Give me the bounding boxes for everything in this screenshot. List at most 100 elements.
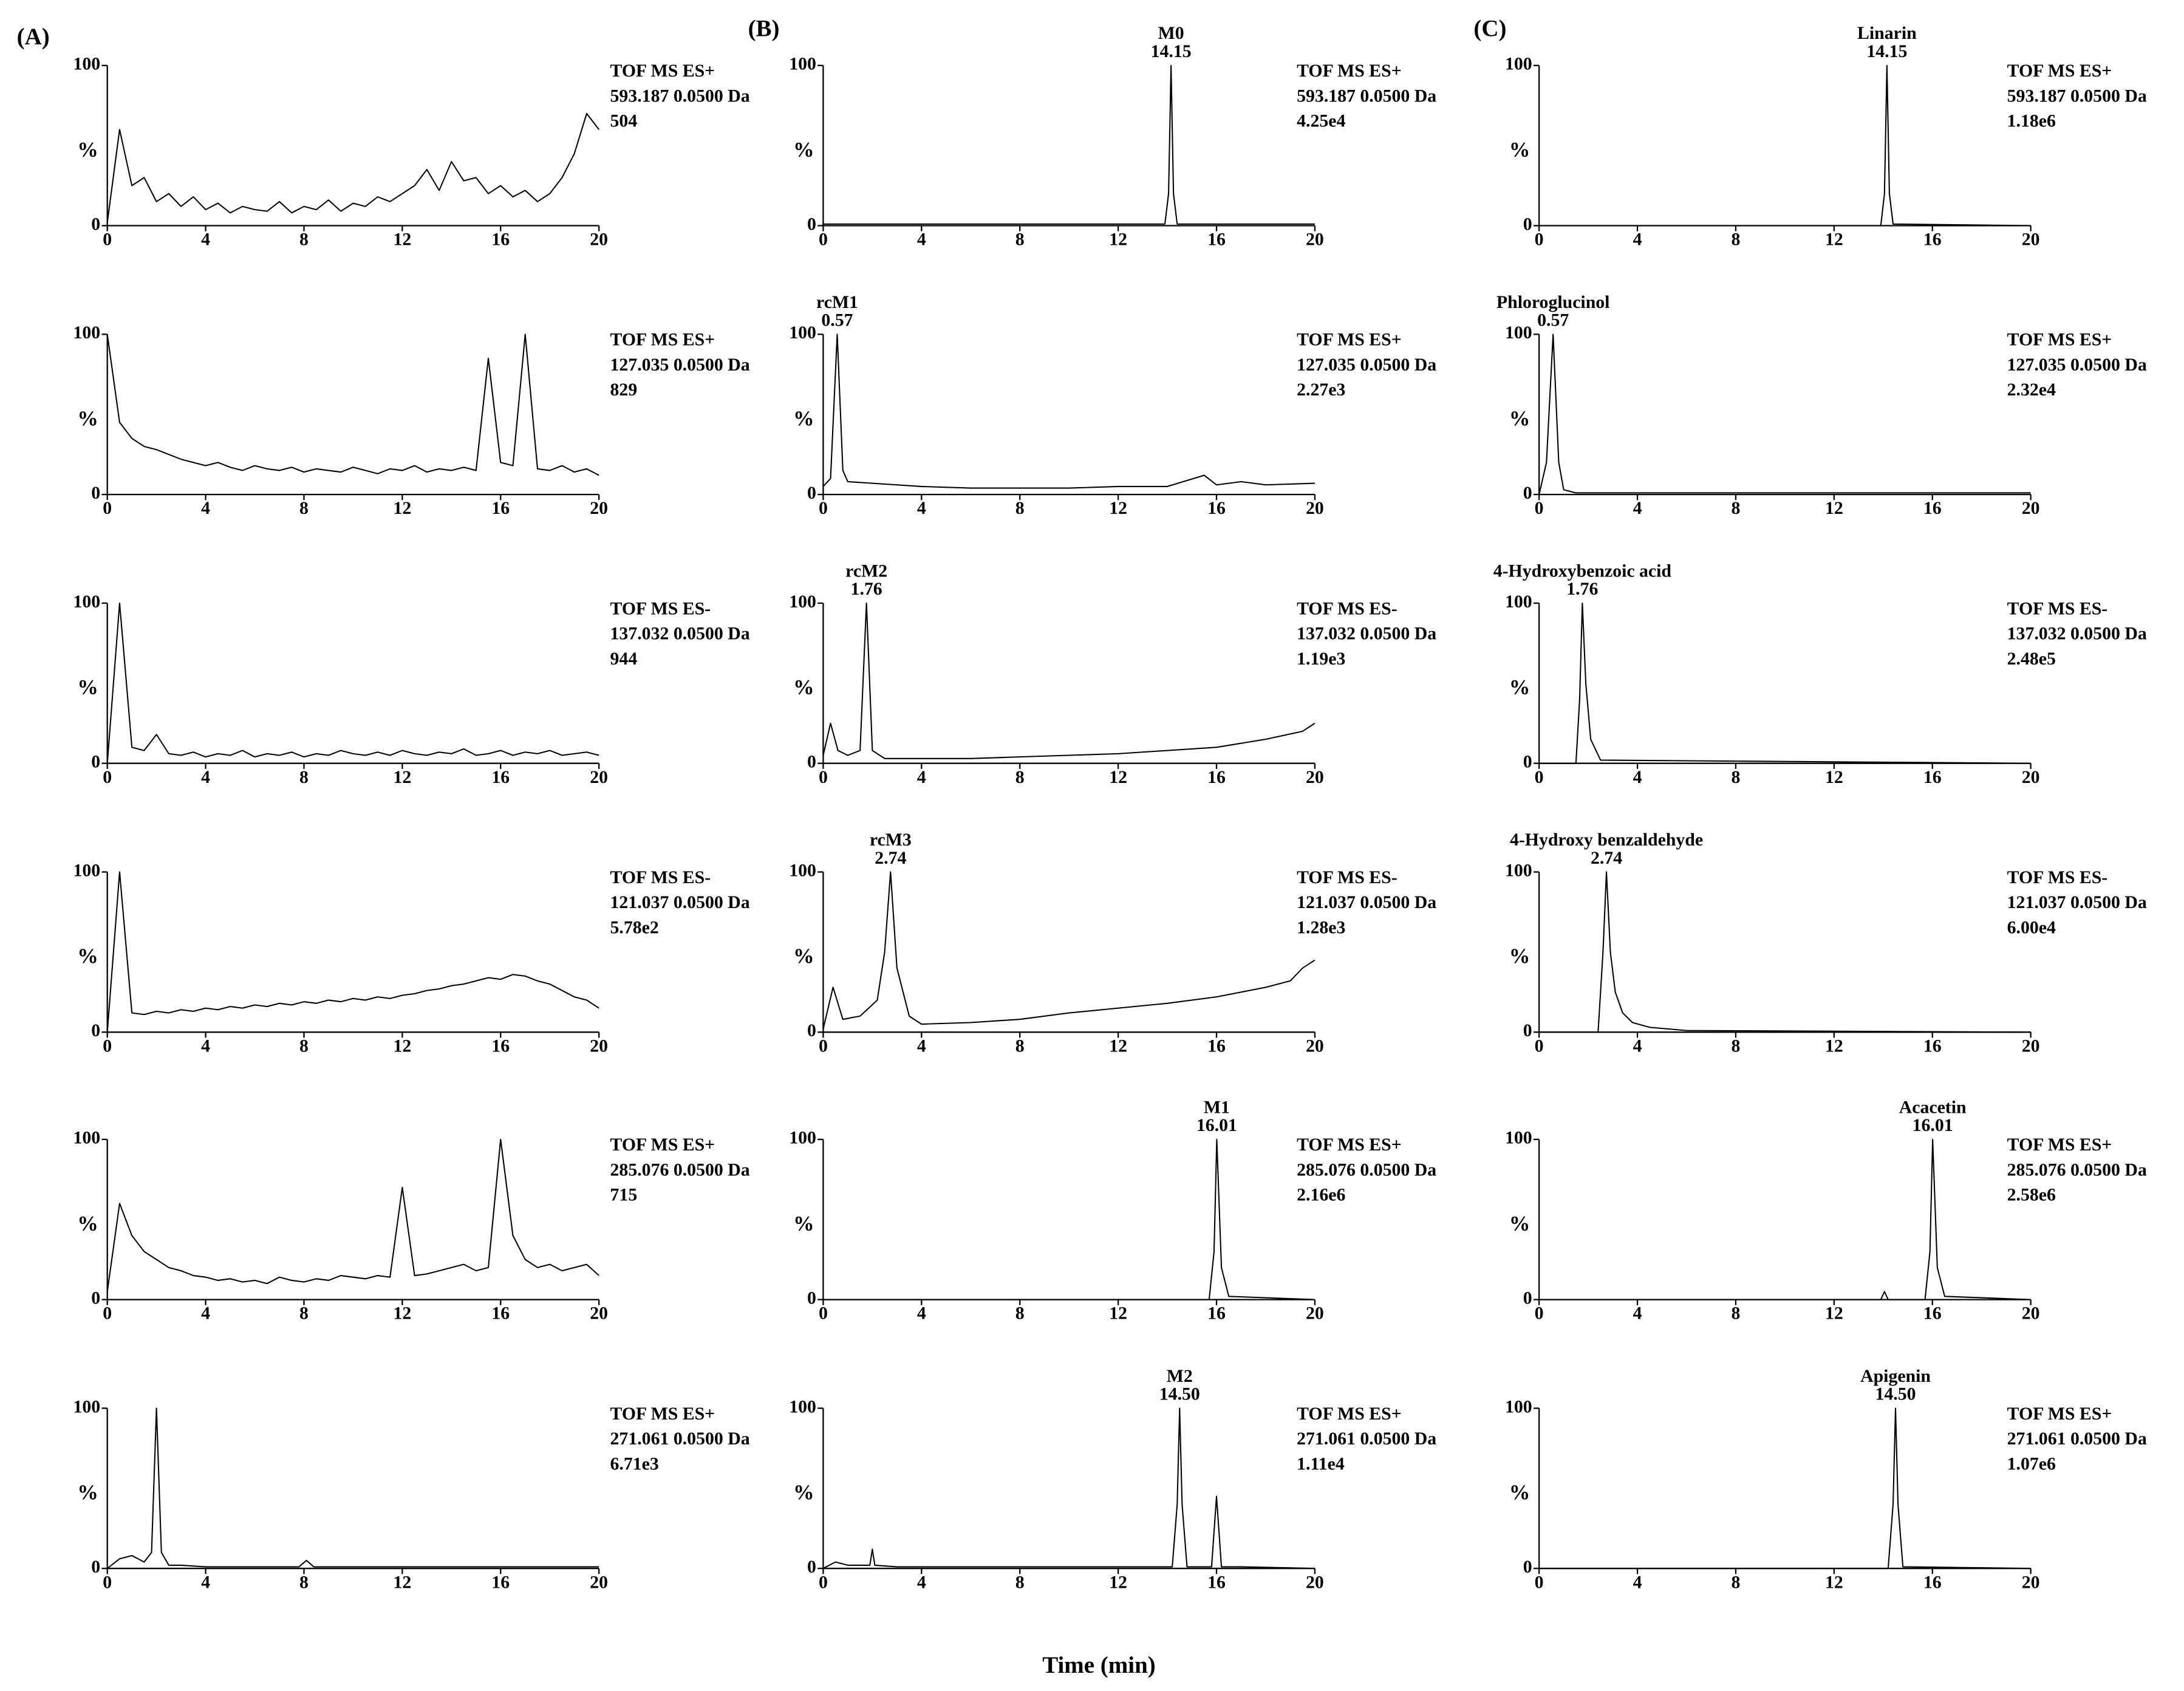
x-tick-label: 12 <box>1825 1572 1843 1592</box>
y-axis-label: % <box>793 1212 814 1235</box>
y-tick-label: 100 <box>1505 1396 1532 1416</box>
x-tick-label: 12 <box>393 230 411 250</box>
x-tick-label: 8 <box>1015 1572 1025 1592</box>
trace <box>107 1407 599 1570</box>
y-tick-label: 0 <box>807 483 816 503</box>
x-tick-label: 8 <box>1731 1303 1740 1324</box>
y-tick-label: 0 <box>1523 214 1532 234</box>
y-tick-label: 100 <box>73 592 101 612</box>
annotation: 2.16e6 <box>1297 1185 1345 1205</box>
x-tick-label: 0 <box>1535 498 1544 518</box>
x-tick-label: 0 <box>1535 1303 1544 1324</box>
y-tick-label: 0 <box>1523 1557 1532 1577</box>
x-tick-label: 20 <box>590 1572 608 1592</box>
y-tick-label: 0 <box>807 1557 816 1577</box>
x-tick-label: 8 <box>299 1303 309 1324</box>
trace <box>106 871 599 1033</box>
annotation: 593.187 0.0500 Da <box>610 86 750 106</box>
annotation: 121.037 0.0500 Da <box>610 892 750 912</box>
x-tick-label: 0 <box>819 767 828 787</box>
y-axis-label: % <box>77 1212 98 1235</box>
y-axis-label: % <box>793 407 814 430</box>
x-tick-label: 8 <box>1731 498 1740 518</box>
annotation: 137.032 0.0500 Da <box>610 624 750 644</box>
annotation: 137.032 0.0500 Da <box>1297 624 1436 644</box>
y-tick-label: 0 <box>91 1020 100 1040</box>
y-axis-label: % <box>1509 138 1530 162</box>
annotation: TOF MS ES- <box>2007 598 2108 618</box>
annotation: 2.27e3 <box>1297 380 1345 400</box>
peak-name: M2 <box>1167 1366 1193 1386</box>
y-axis-label: % <box>793 1481 814 1505</box>
y-tick-label: 0 <box>91 214 100 234</box>
y-tick-label: 0 <box>807 1288 816 1308</box>
annotation: TOF MS ES+ <box>2007 61 2112 81</box>
y-tick-label: 100 <box>1505 323 1532 343</box>
trace <box>1539 1138 2031 1300</box>
x-tick-label: 12 <box>1109 1572 1127 1592</box>
y-tick-label: 100 <box>73 860 101 880</box>
annotation: 271.061 0.0500 Da <box>610 1429 750 1449</box>
y-tick-label: 0 <box>1523 483 1532 503</box>
peak-name: Acacetin <box>1899 1097 1967 1117</box>
annotation: 593.187 0.0500 Da <box>1297 86 1436 106</box>
x-tick-label: 20 <box>590 1303 608 1324</box>
x-tick-label: 12 <box>1825 230 1843 250</box>
x-tick-label: 4 <box>201 1572 210 1592</box>
x-tick-label: 8 <box>1731 1036 1740 1056</box>
x-tick-label: 0 <box>103 498 112 518</box>
x-tick-label: 16 <box>1207 498 1226 518</box>
annotation: TOF MS ES+ <box>1297 1135 1402 1155</box>
x-tick-label: 16 <box>491 1036 510 1056</box>
x-axis-label: Time (min) <box>1042 1652 1156 1678</box>
annotation: 504 <box>610 111 638 131</box>
peak-time: 14.15 <box>1151 41 1192 61</box>
annotation: 285.076 0.0500 Da <box>2007 1160 2147 1180</box>
x-tick-label: 4 <box>917 1036 926 1056</box>
y-tick-label: 100 <box>73 1396 101 1416</box>
peak-time: 2.74 <box>1591 848 1622 868</box>
annotation: 127.035 0.0500 Da <box>2007 355 2147 375</box>
x-tick-label: 4 <box>1633 1303 1642 1324</box>
x-tick-label: 16 <box>1923 767 1942 787</box>
x-tick-label: 8 <box>299 1572 309 1592</box>
x-tick-label: 4 <box>201 1036 210 1056</box>
annotation: 1.11e4 <box>1297 1454 1345 1474</box>
y-tick-label: 0 <box>1523 752 1532 772</box>
trace <box>1539 64 2031 227</box>
annotation: TOF MS ES+ <box>610 1135 715 1155</box>
x-tick-label: 20 <box>1306 767 1324 787</box>
annotation: 121.037 0.0500 Da <box>1297 892 1436 912</box>
annotation: TOF MS ES+ <box>1297 330 1402 350</box>
x-tick-label: 4 <box>917 767 926 787</box>
x-tick-label: 12 <box>393 767 411 787</box>
x-tick-label: 12 <box>1109 498 1127 518</box>
x-tick-label: 8 <box>1731 767 1740 787</box>
x-tick-label: 8 <box>1015 230 1025 250</box>
peak-name: M0 <box>1158 23 1184 43</box>
x-tick-label: 20 <box>590 1036 608 1056</box>
annotation: TOF MS ES+ <box>610 61 715 81</box>
trace <box>1539 871 2031 1033</box>
y-axis-label: % <box>793 945 814 968</box>
x-tick-label: 12 <box>393 1303 411 1324</box>
y-axis-label: % <box>1509 407 1530 430</box>
x-tick-label: 12 <box>1109 230 1127 250</box>
x-tick-label: 16 <box>1207 1303 1226 1324</box>
annotation: TOF MS ES- <box>1297 598 1397 618</box>
trace <box>1539 1407 2031 1570</box>
x-tick-label: 8 <box>299 767 309 787</box>
x-tick-label: 20 <box>1306 230 1324 250</box>
x-tick-label: 0 <box>1535 230 1544 250</box>
y-tick-label: 100 <box>789 860 816 880</box>
x-tick-label: 12 <box>393 1572 411 1592</box>
x-tick-label: 20 <box>2022 1036 2040 1056</box>
annotation: 127.035 0.0500 Da <box>1297 355 1436 375</box>
x-tick-label: 4 <box>201 230 210 250</box>
x-tick-label: 0 <box>1535 1572 1544 1592</box>
x-tick-label: 8 <box>1731 1572 1740 1592</box>
x-tick-label: 12 <box>393 498 411 518</box>
annotation: 1.28e3 <box>1297 917 1345 937</box>
y-axis-label: % <box>1509 676 1530 699</box>
x-tick-label: 4 <box>201 498 210 518</box>
